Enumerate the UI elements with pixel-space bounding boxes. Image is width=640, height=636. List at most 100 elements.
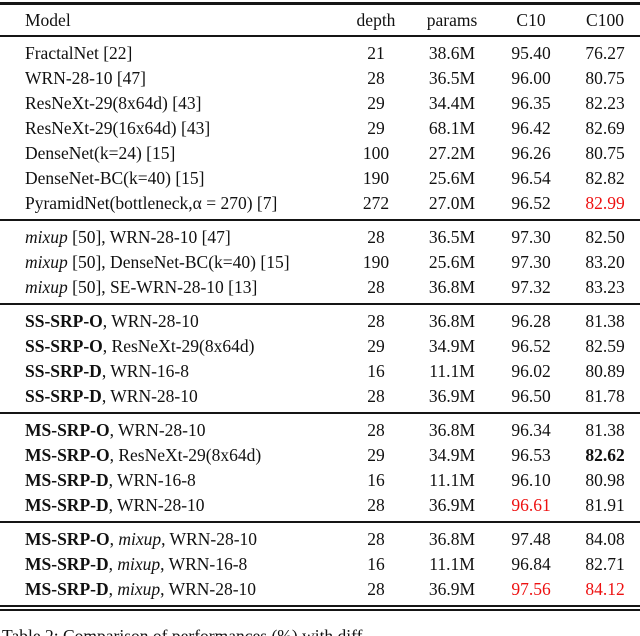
model-cell: SS-SRP-D, WRN-16-8 xyxy=(0,359,340,384)
params-cell: 27.0M xyxy=(428,193,476,213)
results-table: Model depth params C10 C100 FractalNet [… xyxy=(0,2,640,605)
model-rest: DenseNet(k=24) [15] xyxy=(25,143,176,163)
header-row: Model depth params C10 C100 xyxy=(0,4,640,36)
model-rest: , WRN-16-8 xyxy=(101,361,189,381)
params-cell: 11.1M xyxy=(429,554,475,574)
model-rest: , WRN-28-10 xyxy=(161,529,258,549)
table-row: SS-SRP-O, WRN-28-10 28 36.8M 96.28 81.38 xyxy=(0,304,640,334)
depth-cell: 28 xyxy=(367,227,385,247)
depth-cell: 28 xyxy=(367,420,385,440)
params-cell: 36.9M xyxy=(428,495,476,515)
table-row: ResNeXt-29(16x64d) [43] 29 68.1M 96.42 8… xyxy=(0,116,640,141)
table-row: MS-SRP-O, ResNeXt-29(8x64d) 29 34.9M 96.… xyxy=(0,443,640,468)
table-section-ms-srp-mixup: MS-SRP-O, mixup, WRN-28-10 28 36.8M 97.4… xyxy=(0,522,640,605)
model-cell: DenseNet-BC(k=40) [15] xyxy=(0,166,340,191)
c10-cell: 95.40 xyxy=(511,43,551,63)
model-rest: , WRN-16-8 xyxy=(160,554,248,574)
table-row: FractalNet [22] 21 38.6M 95.40 76.27 xyxy=(0,36,640,66)
model-cell: SS-SRP-O, WRN-28-10 xyxy=(0,304,340,334)
column-header-c10: C10 xyxy=(516,9,546,30)
model-cell: SS-SRP-O, ResNeXt-29(8x64d) xyxy=(0,334,340,359)
model-variant: mixup xyxy=(117,554,161,574)
depth-cell: 29 xyxy=(367,118,385,138)
table-row: DenseNet(k=24) [15] 100 27.2M 96.26 80.7… xyxy=(0,141,640,166)
model-rest: [50], DenseNet-BC(k=40) [15] xyxy=(67,252,290,272)
c100-cell: 82.82 xyxy=(585,168,625,188)
model-variant: mixup xyxy=(117,579,161,599)
params-cell: 36.9M xyxy=(428,579,476,599)
column-header-depth: depth xyxy=(356,9,396,30)
params-cell: 27.2M xyxy=(428,143,476,163)
table-row: MS-SRP-O, WRN-28-10 28 36.8M 96.34 81.38 xyxy=(0,413,640,443)
depth-cell: 272 xyxy=(362,193,390,213)
table-row: mixup [50], WRN-28-10 [47] 28 36.5M 97.3… xyxy=(0,220,640,250)
c100-cell: 80.98 xyxy=(585,470,625,490)
params-cell: 34.4M xyxy=(428,93,476,113)
model-cell: mixup [50], DenseNet-BC(k=40) [15] xyxy=(0,250,340,275)
depth-cell: 21 xyxy=(367,43,385,63)
c10-cell: 96.34 xyxy=(511,420,551,440)
column-header-c100: C100 xyxy=(586,9,624,30)
table-bottom-rule xyxy=(0,605,640,611)
model-separator: , xyxy=(109,529,119,549)
c100-cell: 81.38 xyxy=(585,311,625,331)
c10-cell: 96.54 xyxy=(511,168,551,188)
c10-cell: 96.42 xyxy=(511,118,551,138)
c100-cell: 81.91 xyxy=(585,495,625,515)
c100-cell: 82.71 xyxy=(585,554,625,574)
model-cell: PyramidNet(bottleneck,α = 270) [7] xyxy=(0,191,340,220)
table-section-baselines: FractalNet [22] 21 38.6M 95.40 76.27 WRN… xyxy=(0,36,640,220)
model-rest: , WRN-28-10 xyxy=(108,495,205,515)
c100-cell: 81.38 xyxy=(585,420,625,440)
c100-cell: 80.75 xyxy=(585,68,625,88)
table-section-ms-srp: MS-SRP-O, WRN-28-10 28 36.8M 96.34 81.38… xyxy=(0,413,640,522)
model-cell: WRN-28-10 [47] xyxy=(0,66,340,91)
model-rest: PyramidNet(bottleneck,α = 270) [7] xyxy=(25,193,278,213)
table-row: WRN-28-10 [47] 28 36.5M 96.00 80.75 xyxy=(0,66,640,91)
c10-cell: 97.30 xyxy=(511,227,551,247)
model-rest: WRN-28-10 [47] xyxy=(25,68,147,88)
c10-cell: 96.52 xyxy=(511,336,551,356)
params-cell: 36.9M xyxy=(428,386,476,406)
model-rest: , WRN-16-8 xyxy=(108,470,196,490)
depth-cell: 29 xyxy=(367,93,385,113)
c100-cell: 84.08 xyxy=(585,529,625,549)
params-cell: 25.6M xyxy=(428,168,476,188)
c100-cell: 82.23 xyxy=(585,93,625,113)
c100-cell: 83.23 xyxy=(585,277,625,297)
c100-cell: 76.27 xyxy=(585,43,625,63)
model-prefix: MS-SRP-D xyxy=(25,470,109,490)
table-row: ResNeXt-29(8x64d) [43] 29 34.4M 96.35 82… xyxy=(0,91,640,116)
c100-cell-highlighted: 84.12 xyxy=(585,579,625,599)
table-row: DenseNet-BC(k=40) [15] 190 25.6M 96.54 8… xyxy=(0,166,640,191)
model-rest: , WRN-28-10 xyxy=(160,579,257,599)
depth-cell: 16 xyxy=(367,554,385,574)
model-rest: [50], SE-WRN-28-10 [13] xyxy=(67,277,258,297)
c10-cell: 96.50 xyxy=(511,386,551,406)
model-variant: mixup xyxy=(25,252,68,272)
c10-cell-highlighted: 96.61 xyxy=(511,495,551,515)
depth-cell: 28 xyxy=(367,495,385,515)
params-cell: 34.9M xyxy=(428,445,476,465)
c100-cell: 81.78 xyxy=(585,386,625,406)
params-cell: 38.6M xyxy=(428,43,476,63)
c100-cell: 82.50 xyxy=(585,227,625,247)
params-cell: 34.9M xyxy=(428,336,476,356)
model-variant: mixup xyxy=(118,529,162,549)
model-rest: , WRN-28-10 xyxy=(101,386,198,406)
table-row: PyramidNet(bottleneck,α = 270) [7] 272 2… xyxy=(0,191,640,220)
model-rest: , ResNeXt-29(8x64d) xyxy=(109,445,262,465)
params-cell: 36.5M xyxy=(428,68,476,88)
params-cell: 11.1M xyxy=(429,470,475,490)
c10-cell: 96.84 xyxy=(511,554,551,574)
model-cell: FractalNet [22] xyxy=(0,36,340,66)
model-cell: mixup [50], WRN-28-10 [47] xyxy=(0,220,340,250)
model-prefix: MS-SRP-D xyxy=(25,495,109,515)
model-prefix: SS-SRP-O xyxy=(25,336,103,356)
table-caption-clipped: Table 2: Comparison of performances (%) … xyxy=(2,626,363,636)
table-row: SS-SRP-D, WRN-28-10 28 36.9M 96.50 81.78 xyxy=(0,384,640,413)
model-separator: , xyxy=(108,579,118,599)
c10-cell: 97.30 xyxy=(511,252,551,272)
c100-cell-highlighted: 82.99 xyxy=(585,193,625,213)
